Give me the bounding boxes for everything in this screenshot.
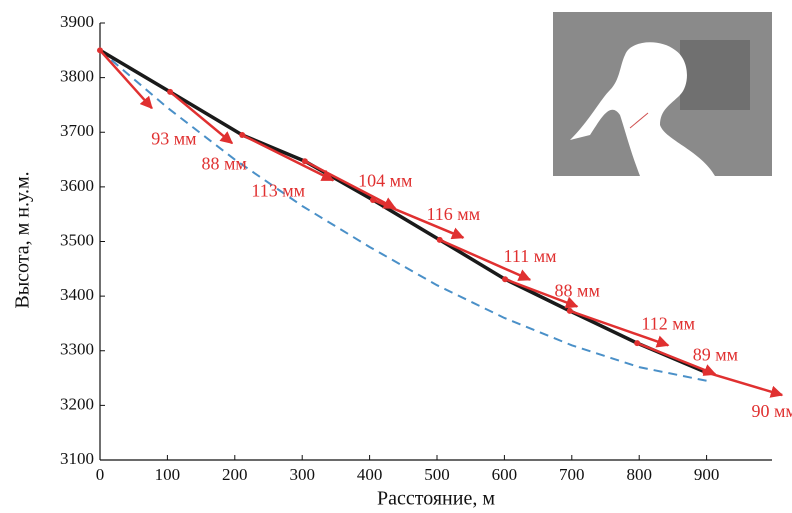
arrow-label: 113 мм [251, 180, 305, 200]
arrow-origin [634, 340, 640, 346]
arrow-origin [437, 237, 443, 243]
y-tick-label: 3300 [60, 340, 94, 359]
y-tick-label: 3700 [60, 121, 94, 140]
arrow-origin [567, 308, 573, 314]
arrow-label: 89 мм [693, 344, 738, 364]
arrow-origin [97, 47, 103, 53]
y-tick-label: 3800 [60, 67, 94, 86]
y-tick-label: 3200 [60, 394, 94, 413]
arrow-label: 88 мм [201, 153, 246, 173]
arrow-origin [239, 132, 245, 138]
x-tick-label: 700 [559, 465, 585, 484]
y-tick-label: 3600 [60, 176, 94, 195]
arrow-origin [502, 276, 508, 282]
x-tick-label: 100 [155, 465, 181, 484]
y-tick-label: 3100 [60, 449, 94, 468]
arrow-label: 112 мм [641, 313, 695, 333]
chart: Расстояние, м Высота, м н.у.м. 0 100 200 30… [0, 0, 792, 513]
x-tick-label: 900 [694, 465, 720, 484]
x-tick-label: 600 [492, 465, 518, 484]
arrow [100, 50, 152, 108]
arrow-origin [370, 197, 376, 203]
arrow [705, 372, 782, 395]
y-axis-label: Высота, м н.у.м. [12, 171, 34, 308]
x-tick-label: 300 [289, 465, 315, 484]
x-tick-label: 400 [357, 465, 383, 484]
arrow-label: 116 мм [426, 204, 480, 224]
x-tick-label: 200 [222, 465, 248, 484]
y-tick-label: 3900 [60, 12, 94, 31]
arrow-origin [167, 89, 173, 95]
arrow-label: 111 мм [504, 246, 557, 266]
x-tick-label: 0 [96, 465, 105, 484]
x-axis-label: Расстояние, м [377, 488, 495, 510]
inset-image [553, 12, 772, 176]
y-tick-label: 3400 [60, 285, 94, 304]
arrow-label: 104 мм [358, 170, 412, 190]
y-tick-label: 3500 [60, 230, 94, 249]
x-tick-label: 800 [626, 465, 652, 484]
arrow-label: 90 мм [751, 401, 792, 421]
arrow-label: 93 мм [151, 128, 196, 148]
arrow-label: 88 мм [555, 281, 600, 301]
arrow-origin [702, 369, 708, 375]
x-tick-label: 500 [424, 465, 450, 484]
arrow-origin [302, 158, 308, 164]
